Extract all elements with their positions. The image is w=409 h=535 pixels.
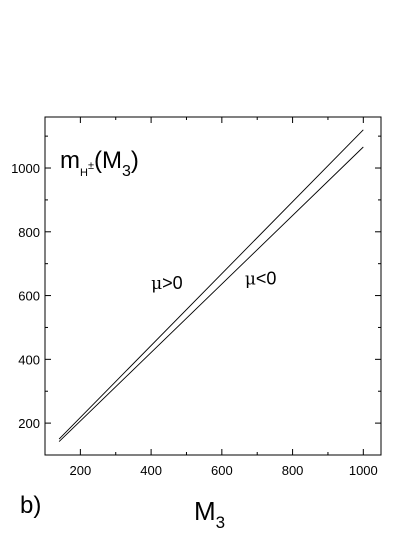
y-tick-labels: 200 400 600 800 1000: [11, 161, 40, 431]
x-axis-title: M3: [194, 496, 225, 532]
x-tick-label: 400: [140, 463, 162, 478]
annotation-2: μ<0: [245, 268, 277, 289]
x-tick-label: 600: [211, 463, 233, 478]
series-lines: [58, 129, 364, 442]
y-tick-label: 800: [18, 225, 40, 240]
series-line-1: [58, 129, 364, 440]
y-tick-label: 400: [18, 352, 40, 367]
annotation-1: μ>0: [151, 273, 183, 294]
annotations: μ>0 μ<0: [151, 268, 276, 294]
panel-label: b): [20, 492, 41, 519]
series-line-2: [58, 146, 364, 442]
chart-title: mH±(M3): [60, 147, 139, 180]
x-tick-label: 1000: [349, 463, 378, 478]
x-tick-labels: 200 400 600 800 1000: [70, 463, 378, 478]
tick-marks: [44, 117, 381, 456]
x-tick-label: 200: [70, 463, 92, 478]
y-tick-label: 1000: [11, 161, 40, 176]
plot-frame: [44, 116, 382, 456]
y-tick-label: 600: [18, 289, 40, 304]
x-tick-label: 800: [282, 463, 304, 478]
y-tick-label: 200: [18, 416, 40, 431]
